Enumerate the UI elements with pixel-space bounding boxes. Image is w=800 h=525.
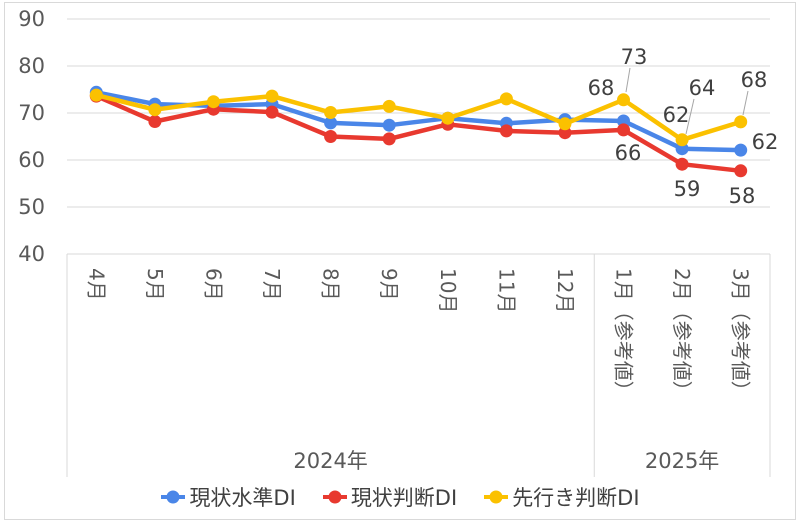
current-level-di-line (94, 90, 743, 153)
series-layer (89, 85, 748, 178)
legend-item-current-judgment-di: 現状判断DI (322, 482, 457, 512)
y-tick-label: 90 (18, 7, 45, 31)
current-judgment-di-point (324, 130, 338, 143)
x-category-label: 4月 (84, 268, 108, 301)
x-axis-category-labels: 4月 5月 6月 7月 8月 9月 10月 11月 12月 1月（参考値） 2月（参考値） 3月（参考… (84, 268, 752, 401)
current-level-di-point (675, 142, 689, 156)
x-group-label: 2025年 (645, 449, 719, 473)
x-category-label: 3月（参考値） (729, 268, 753, 401)
outlook-judgment-di-point (207, 95, 220, 109)
current-judgment-di-line (94, 93, 743, 174)
outlook-judgment-di-point (441, 111, 455, 125)
data-labels: 68 62 62 66 59 58 73 64 68 (588, 45, 779, 208)
current-judgment-di-point (499, 124, 513, 138)
chart-border (4, 2, 796, 520)
current-judgment-di-data-label: 58 (729, 184, 756, 208)
outlook-judgment-di-point (675, 133, 689, 147)
x-category-label: 7月 (260, 268, 284, 301)
outlook-judgment-di-point (734, 115, 748, 129)
y-tick-label: 40 (18, 242, 45, 266)
outlook-judgment-di-point (89, 88, 103, 102)
x-category-label: 10月 (436, 268, 460, 313)
legend-line-marker-icon (322, 490, 347, 504)
x-category-label: 9月 (377, 268, 401, 301)
outlook-judgment-di-leader-line (742, 90, 749, 116)
outlook-judgment-di-data-label: 68 (741, 68, 768, 92)
current-judgment-di-point (148, 115, 162, 128)
outlook-judgment-di-series (89, 88, 748, 147)
outlook-judgment-di-point (558, 117, 572, 131)
y-tick-label: 60 (18, 148, 45, 172)
x-category-label: 5月 (143, 268, 167, 301)
gridlines (67, 18, 770, 255)
outlook-judgment-di-point (499, 92, 513, 106)
current-judgment-di-point (265, 105, 279, 119)
x-group-label: 2024年 (293, 449, 367, 473)
y-tick-label: 50 (18, 195, 45, 219)
outlook-judgment-di-point (382, 99, 396, 113)
x-category-label: 2月（参考値） (670, 268, 694, 401)
current-level-di-point (324, 116, 338, 130)
current-level-di-data-label: 62 (663, 103, 690, 127)
outlook-judgment-di-point (148, 103, 162, 117)
legend-label: 先行き判断DI (512, 486, 640, 510)
legend-label: 現状判断DI (350, 486, 458, 510)
outlook-judgment-di-data-label: 64 (689, 76, 716, 100)
x-category-label: 11月 (494, 268, 518, 313)
y-tick-label: 70 (18, 101, 45, 125)
current-level-di-point (382, 118, 396, 132)
legend-label: 現状水準DI (189, 486, 296, 510)
current-level-di-point (617, 114, 630, 128)
legend: 現状水準DI 現状判断DI 先行き判断DI (0, 482, 800, 512)
x-category-label: 12月 (553, 268, 577, 313)
x-category-label: 8月 (319, 268, 343, 301)
current-judgment-di-point (617, 123, 630, 137)
x-category-label: 6月 (202, 268, 226, 301)
current-judgment-di-data-label: 66 (615, 141, 642, 165)
current-judgment-di-point (382, 132, 396, 146)
outlook-judgment-di-point (324, 106, 338, 119)
outlook-judgment-di-leader-line (685, 98, 695, 135)
y-tick-label: 80 (18, 54, 45, 78)
outlook-judgment-di-point (265, 89, 279, 103)
current-judgment-di-point (675, 157, 689, 171)
outlook-judgment-di-line (94, 92, 743, 143)
current-level-di-point (734, 143, 748, 157)
current-level-di-data-label: 68 (588, 76, 615, 100)
x-category-label: 1月（参考値） (612, 268, 636, 401)
outlook-judgment-di-point (617, 93, 630, 107)
outlook-judgment-di-data-label: 73 (621, 45, 648, 69)
x-axis-group-labels: 2024年 2025年 (66, 254, 771, 477)
legend-line-marker-icon (484, 490, 509, 504)
y-axis-tick-labels: 40 50 60 70 80 90 (18, 7, 45, 266)
current-judgment-di-point (734, 164, 748, 178)
legend-line-marker-icon (161, 490, 186, 504)
current-judgment-di-data-label: 59 (674, 177, 701, 201)
current-judgment-di-point (558, 126, 572, 140)
outlook-judgment-di-leader-line (625, 67, 631, 93)
legend-item-current-level-di: 現状水準DI (160, 482, 296, 512)
current-level-di-data-label: 62 (752, 130, 779, 154)
legend-item-outlook-judgment-di: 先行き判断DI (483, 482, 640, 512)
